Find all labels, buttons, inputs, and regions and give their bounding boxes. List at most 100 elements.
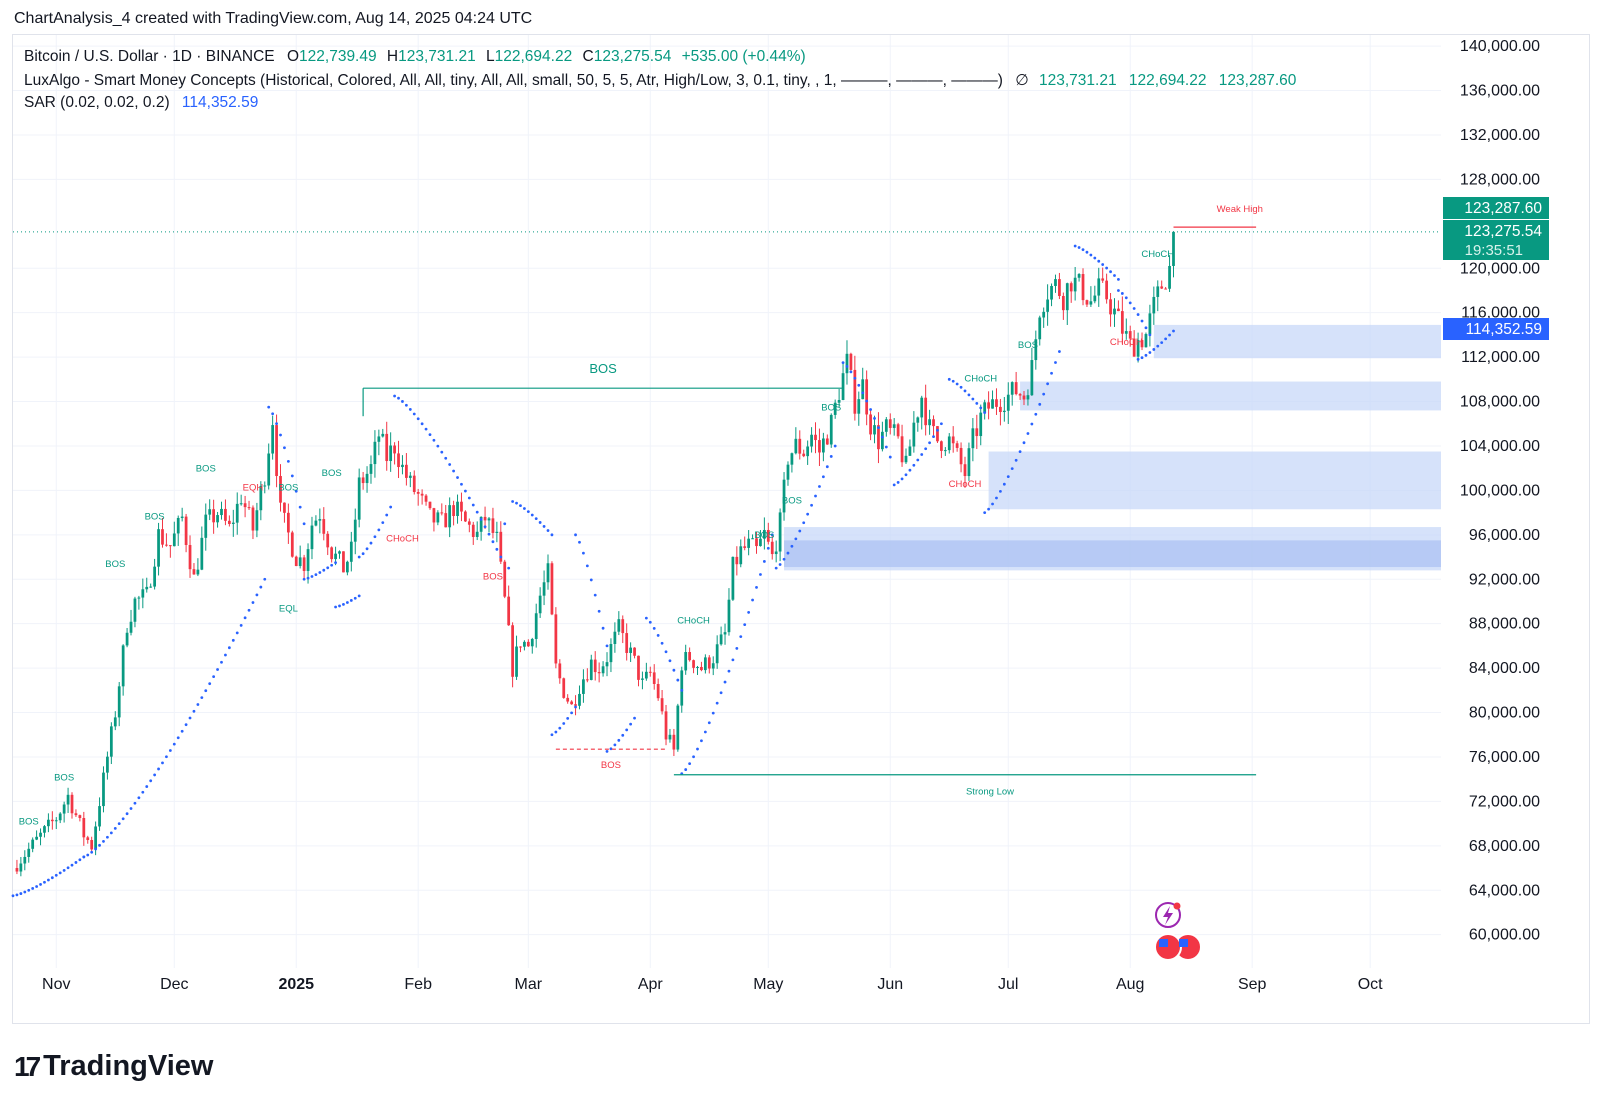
tradingview-mark-icon: 17: [14, 1050, 41, 1082]
sar-dot: [397, 396, 400, 400]
candle-body: [227, 520, 231, 524]
price-chart[interactable]: 140,000.00 136,000.00 132,000.00 128,000.00…: [0, 0, 1600, 1040]
sar-dot: [1093, 256, 1097, 260]
candle-body: [188, 545, 192, 570]
candle-body: [369, 464, 373, 474]
sar-dot: [967, 393, 971, 397]
structure-level-label: BOS: [589, 361, 617, 376]
candle-body: [523, 641, 526, 647]
candle-body: [1058, 279, 1061, 296]
sar-dot: [869, 408, 872, 411]
legend-ohlc[interactable]: Bitcoin / U.S. Dollar · 1D · BINANCE O12…: [24, 48, 806, 66]
candle-body: [255, 510, 259, 531]
candle-body: [719, 634, 723, 645]
luxalgo-label[interactable]: LuxAlgo - Smart Money Concepts (Historic…: [24, 72, 1003, 89]
sar-dot: [676, 678, 680, 682]
candle-body: [208, 509, 212, 515]
sar-dot: [318, 571, 322, 574]
candle-body: [1014, 382, 1018, 395]
candle-body: [196, 569, 200, 575]
hidden-eye-icon[interactable]: ∅: [1015, 72, 1029, 89]
sar-dot: [762, 560, 766, 563]
candle-body: [1160, 286, 1164, 289]
candle-body: [416, 492, 420, 494]
sar-dot: [582, 551, 585, 555]
candle-body: [15, 868, 19, 872]
candle-body: [467, 521, 471, 525]
candle-body: [904, 455, 908, 463]
candle-body: [1172, 231, 1175, 266]
sar-dot: [755, 585, 758, 589]
candle-body: [184, 516, 188, 546]
sar-label[interactable]: SAR (0.02, 0.02, 0.2): [24, 94, 170, 111]
candle-body: [153, 566, 156, 587]
sar-dot: [841, 361, 845, 365]
y-tick-label: 60,000.00: [1469, 927, 1540, 944]
candle-body: [1168, 265, 1171, 289]
sar-dot: [924, 447, 928, 451]
legend-luxalgo[interactable]: LuxAlgo - Smart Money Concepts (Historic…: [24, 71, 1296, 90]
legend-sar[interactable]: SAR (0.02, 0.02, 0.2) 114,352.59: [24, 94, 258, 112]
candle-body: [86, 837, 90, 841]
legend-symbol[interactable]: Bitcoin / U.S. Dollar · 1D · BINANCE: [24, 48, 275, 65]
sar-dot: [1042, 392, 1046, 396]
candle-body: [932, 419, 935, 427]
sar-dot: [381, 521, 385, 525]
sar-dot: [648, 620, 652, 624]
candle-body: [361, 477, 365, 484]
candle-body: [106, 756, 109, 773]
tradingview-logo[interactable]: 17 TradingView: [14, 1050, 213, 1083]
y-tick-label: 100,000.00: [1460, 482, 1540, 499]
sar-dot: [334, 561, 337, 564]
sar-dot: [707, 721, 711, 725]
candle-body: [424, 495, 428, 502]
candle-body: [1120, 311, 1124, 334]
sar-dot: [770, 533, 774, 537]
candle-body: [428, 501, 432, 509]
structure-level-label: Strong Low: [966, 787, 1014, 798]
candle-body: [279, 476, 282, 503]
candle-body: [951, 436, 955, 444]
sar-dot: [731, 658, 735, 662]
sar-dot: [786, 551, 790, 555]
candle-body: [633, 647, 636, 656]
smc-annotation: CHoCH: [1141, 249, 1174, 260]
sar-dot: [39, 883, 42, 886]
sar-dot: [609, 747, 613, 751]
sar-dot: [420, 422, 424, 426]
candle-body: [1164, 288, 1168, 290]
sar-dot: [625, 728, 629, 732]
sar-dot: [939, 422, 943, 426]
smc-annotation: EQH: [243, 482, 264, 493]
smc-annotation: BOS: [105, 559, 125, 570]
sar-dot: [542, 525, 546, 528]
candle-body: [129, 621, 133, 633]
candle-body: [794, 438, 798, 454]
candle-body: [967, 448, 971, 477]
candle-body: [306, 549, 310, 571]
candle-body: [743, 546, 747, 548]
sar-dot: [904, 473, 908, 477]
sar-dot: [987, 507, 991, 511]
candle-body: [117, 686, 121, 718]
sar-dot: [652, 626, 656, 630]
sar-dot: [263, 577, 267, 581]
sar-dot: [880, 435, 884, 439]
sar-dot: [861, 391, 865, 395]
candle-body: [283, 502, 286, 513]
sar-dot: [125, 812, 129, 816]
candle-body: [444, 513, 448, 528]
x-tick-label: Sep: [1238, 976, 1267, 993]
sar-dot: [483, 525, 487, 529]
sar-dot: [802, 521, 806, 525]
candle-body: [936, 426, 939, 442]
sar-dot: [157, 767, 160, 771]
candle-body: [1093, 295, 1097, 302]
sar-dot: [267, 405, 271, 409]
sar-dot: [224, 653, 227, 657]
smc-annotation: BOS: [754, 530, 774, 541]
sar-dot: [342, 602, 345, 606]
candle-body: [979, 412, 983, 437]
y-tick-label: 96,000.00: [1469, 527, 1540, 544]
candle-body: [298, 557, 302, 567]
